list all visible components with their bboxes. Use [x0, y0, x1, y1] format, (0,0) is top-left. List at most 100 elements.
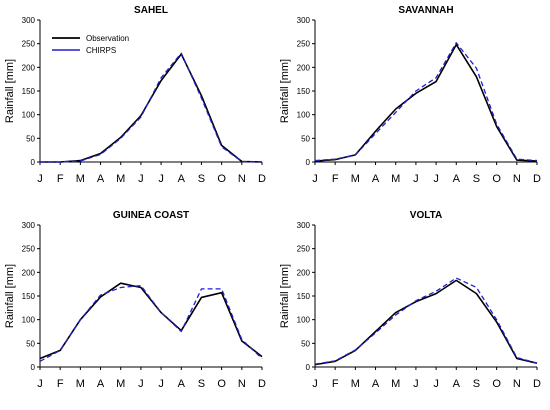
x-tick-label: J: [37, 378, 43, 390]
series-line-observation: [39, 282, 263, 360]
y-tick-label: 250: [22, 40, 36, 49]
x-tick-label: A: [97, 378, 105, 390]
y-tick-label: 150: [22, 87, 36, 96]
x-tick-label: S: [473, 378, 480, 390]
y-tick-label: 0: [306, 158, 311, 167]
x-tick-label: N: [238, 173, 246, 185]
y-tick-label: 0: [31, 363, 36, 372]
y-tick-label: 50: [26, 134, 35, 143]
y-tick-label: 100: [22, 316, 36, 325]
x-tick-label: M: [116, 173, 125, 185]
x-tick-label: S: [198, 173, 205, 185]
x-tick-label: J: [37, 173, 43, 185]
y-axis-label: Rainfall [mm]: [4, 264, 16, 328]
x-tick-label: J: [158, 173, 164, 185]
series-line-observation: [314, 43, 538, 162]
x-tick-label: M: [76, 378, 85, 390]
y-tick-label: 300: [22, 16, 36, 25]
x-tick-label: M: [351, 378, 360, 390]
chart-title: VOLTA: [410, 210, 442, 221]
y-tick-label: 100: [297, 316, 311, 325]
y-tick-label: 250: [22, 245, 36, 254]
x-tick-label: N: [513, 378, 521, 390]
series-line-observation: [314, 279, 538, 366]
y-tick-label: 300: [22, 221, 36, 230]
y-tick-label: 150: [297, 292, 311, 301]
chart-savannah: SAVANNAH Rainfall [mm] 0 50 100 150 200 250 300 J…: [279, 5, 541, 185]
y-tick-label: 50: [26, 339, 35, 348]
x-tick-label: J: [158, 378, 164, 390]
x-tick-label: F: [57, 378, 64, 390]
x-tick-label: A: [372, 173, 380, 185]
x-tick-label: N: [513, 173, 521, 185]
chart-title: GUINEA COAST: [113, 210, 189, 221]
panel-volta: VOLTA Rainfall [mm] 0 50 100 150 200 250 300 J F M A…: [275, 205, 550, 410]
chart-guinea-coast: GUINEA COAST Rainfall [mm] 0 50 100 150 200 250…: [4, 210, 266, 390]
y-tick-label: 200: [297, 63, 311, 72]
series-line-chirps: [314, 42, 538, 162]
series-line-chirps: [39, 284, 263, 362]
x-tick-label: J: [312, 173, 318, 185]
x-tick-label: M: [76, 173, 85, 185]
y-tick-label: 0: [306, 363, 311, 372]
x-tick-label: A: [178, 173, 186, 185]
x-tick-label: D: [533, 173, 541, 185]
series-line-chirps: [40, 52, 263, 163]
x-tick-label: A: [97, 173, 105, 185]
panel-sahel: SAHEL Rainfall [mm] 0 50 100 150 200 250 300 J F M A…: [0, 0, 275, 205]
y-tick-label: 100: [297, 111, 311, 120]
x-tick-label: O: [492, 173, 501, 185]
y-axis-label: Rainfall [mm]: [4, 59, 16, 123]
y-tick-label: 250: [297, 245, 311, 254]
x-tick-label: D: [533, 378, 541, 390]
y-axis-label: Rainfall [mm]: [279, 264, 291, 328]
x-tick-label: J: [413, 378, 419, 390]
x-tick-label: M: [391, 173, 400, 185]
y-tick-label: 200: [22, 268, 36, 277]
x-tick-label: M: [351, 173, 360, 185]
y-tick-label: 300: [297, 16, 311, 25]
chart-title: SAHEL: [134, 5, 168, 16]
y-tick-label: 150: [297, 87, 311, 96]
y-tick-label: 200: [22, 63, 36, 72]
y-axis-label: Rainfall [mm]: [279, 59, 291, 123]
y-tick-label: 100: [22, 111, 36, 120]
x-tick-label: O: [217, 173, 226, 185]
y-tick-label: 150: [22, 292, 36, 301]
series-line-observation: [40, 53, 263, 163]
y-tick-label: 200: [297, 268, 311, 277]
x-tick-label: J: [312, 378, 318, 390]
legend: Observation CHIRPS: [52, 34, 129, 55]
x-tick-label: M: [116, 378, 125, 390]
series-line-chirps: [314, 277, 538, 365]
legend-label-observation: Observation: [86, 34, 129, 43]
x-tick-label: J: [433, 378, 439, 390]
x-tick-label: J: [413, 173, 419, 185]
x-tick-label: O: [492, 378, 501, 390]
x-tick-label: J: [138, 173, 144, 185]
y-tick-label: 300: [297, 221, 311, 230]
x-tick-label: M: [391, 378, 400, 390]
x-tick-label: J: [138, 378, 144, 390]
x-tick-label: D: [258, 173, 266, 185]
x-tick-label: A: [453, 378, 461, 390]
x-tick-label: N: [238, 378, 246, 390]
y-tick-label: 50: [301, 339, 310, 348]
x-tick-label: J: [433, 173, 439, 185]
x-tick-label: A: [178, 378, 186, 390]
x-tick-label: F: [332, 173, 339, 185]
x-tick-label: A: [372, 378, 380, 390]
x-tick-label: F: [57, 173, 64, 185]
x-tick-label: S: [473, 173, 480, 185]
x-tick-label: O: [217, 378, 226, 390]
x-tick-label: F: [332, 378, 339, 390]
legend-label-chirps: CHIRPS: [86, 46, 116, 55]
x-tick-label: A: [453, 173, 461, 185]
y-tick-label: 0: [31, 158, 36, 167]
panel-savannah: SAVANNAH Rainfall [mm] 0 50 100 150 200 250 300 J…: [275, 0, 550, 205]
x-tick-label: D: [258, 378, 266, 390]
chart-title: SAVANNAH: [398, 5, 453, 16]
